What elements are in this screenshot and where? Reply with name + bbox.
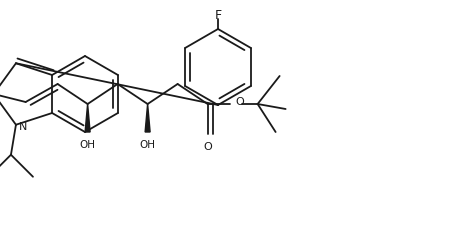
Text: F: F — [214, 8, 221, 22]
Polygon shape — [85, 104, 90, 132]
Text: N: N — [19, 122, 27, 132]
Polygon shape — [145, 104, 150, 132]
Text: OH: OH — [139, 140, 155, 150]
Text: O: O — [203, 142, 211, 152]
Text: OH: OH — [79, 140, 95, 150]
Text: O: O — [235, 97, 244, 107]
